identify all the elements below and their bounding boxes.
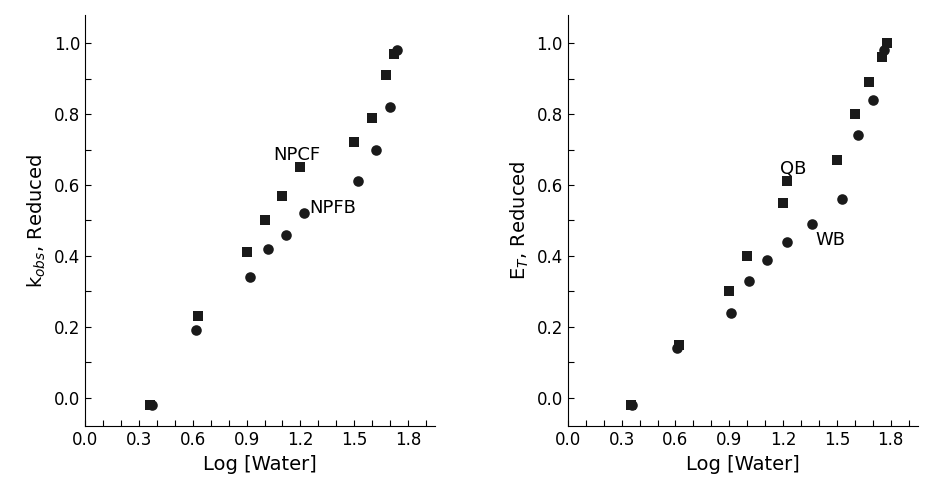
Point	[625, 401, 640, 409]
Point	[850, 131, 866, 139]
Point	[368, 146, 383, 153]
Text: QB: QB	[780, 160, 806, 178]
Point	[386, 50, 401, 58]
Point	[780, 177, 795, 185]
X-axis label: Log [Water]: Log [Water]	[686, 455, 799, 474]
Point	[239, 248, 254, 256]
Point	[278, 231, 293, 239]
Point	[189, 326, 204, 334]
Point	[296, 210, 311, 218]
Point	[724, 309, 739, 317]
Point	[293, 163, 308, 171]
Point	[350, 177, 365, 185]
X-axis label: Log [Water]: Log [Water]	[203, 455, 317, 474]
Point	[876, 46, 891, 54]
Y-axis label: k$_{obs}$, Reduced: k$_{obs}$, Reduced	[26, 153, 48, 288]
Point	[760, 256, 775, 264]
Point	[379, 71, 394, 79]
Text: NPFB: NPFB	[309, 199, 357, 218]
Point	[830, 156, 845, 164]
Text: WB: WB	[815, 231, 846, 249]
Point	[260, 245, 275, 253]
Point	[623, 401, 639, 409]
Point	[874, 53, 889, 61]
Point	[390, 46, 405, 54]
Point	[670, 344, 685, 352]
Point	[722, 288, 737, 295]
Point	[804, 220, 819, 228]
Point	[780, 238, 795, 245]
Point	[848, 110, 863, 118]
Point	[382, 103, 397, 111]
Point	[144, 401, 159, 409]
Point	[275, 192, 290, 199]
Point	[866, 96, 881, 104]
Text: NPCF: NPCF	[273, 146, 321, 164]
Point	[742, 277, 757, 285]
Point	[142, 401, 157, 409]
Point	[190, 313, 205, 320]
Point	[672, 341, 687, 348]
Point	[880, 39, 895, 47]
Point	[257, 217, 272, 224]
Point	[346, 139, 361, 147]
Point	[740, 252, 755, 260]
Point	[862, 78, 877, 86]
Point	[242, 273, 257, 281]
Point	[364, 114, 379, 122]
Y-axis label: E$_T$, Reduced: E$_T$, Reduced	[509, 161, 531, 280]
Point	[776, 199, 791, 207]
Point	[834, 196, 850, 203]
